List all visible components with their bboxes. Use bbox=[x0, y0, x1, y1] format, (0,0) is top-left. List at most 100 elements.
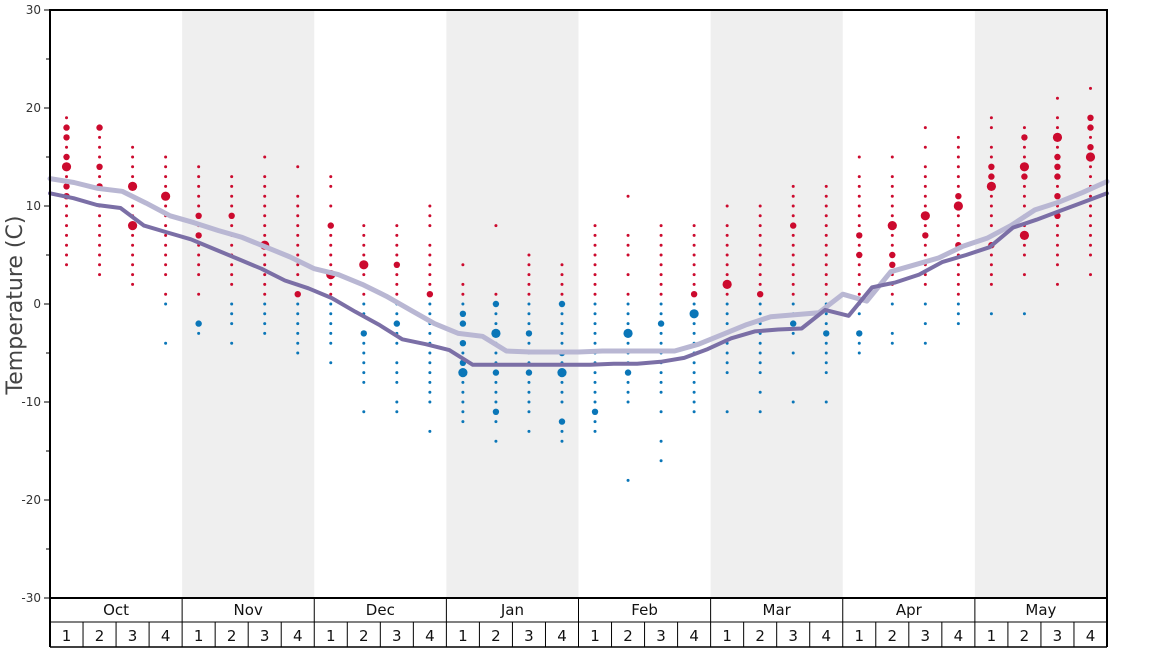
data-point bbox=[263, 331, 267, 335]
data-point bbox=[98, 194, 102, 198]
data-point bbox=[494, 420, 498, 424]
data-point bbox=[659, 224, 663, 228]
data-point bbox=[890, 194, 894, 198]
data-point bbox=[329, 312, 333, 316]
data-point bbox=[856, 330, 863, 337]
data-point bbox=[923, 224, 927, 228]
data-point bbox=[558, 300, 566, 308]
data-point bbox=[230, 175, 234, 179]
data-point bbox=[758, 410, 762, 414]
data-point bbox=[61, 162, 72, 172]
data-point bbox=[857, 175, 861, 179]
week-label: 2 bbox=[95, 627, 105, 645]
data-point bbox=[492, 408, 500, 415]
data-point bbox=[296, 302, 300, 306]
data-point bbox=[890, 233, 894, 237]
data-point bbox=[329, 361, 333, 365]
data-point bbox=[923, 194, 927, 198]
data-point bbox=[230, 194, 234, 198]
data-point bbox=[659, 253, 663, 257]
data-point bbox=[725, 322, 729, 326]
data-point bbox=[923, 126, 927, 130]
data-point bbox=[329, 282, 333, 286]
week-label: 2 bbox=[359, 627, 369, 645]
data-point bbox=[725, 410, 729, 414]
data-point bbox=[989, 282, 993, 286]
data-point bbox=[758, 390, 762, 394]
data-point bbox=[527, 380, 531, 384]
data-point bbox=[791, 351, 795, 355]
data-point bbox=[65, 253, 69, 257]
data-point bbox=[428, 371, 432, 375]
month-label: Dec bbox=[366, 601, 395, 619]
data-point bbox=[758, 243, 762, 247]
week-label: 1 bbox=[987, 627, 997, 645]
data-point bbox=[362, 371, 366, 375]
lower-trend-line bbox=[48, 191, 1109, 367]
data-point bbox=[690, 291, 698, 298]
data-point bbox=[164, 233, 168, 237]
data-point bbox=[263, 194, 267, 198]
data-point bbox=[494, 439, 498, 443]
data-point bbox=[527, 312, 531, 316]
data-point bbox=[593, 380, 597, 384]
data-point bbox=[956, 155, 960, 159]
week-label: 4 bbox=[293, 627, 303, 645]
data-point bbox=[791, 400, 795, 404]
data-point bbox=[692, 282, 696, 286]
data-point bbox=[1088, 86, 1092, 90]
data-point bbox=[459, 340, 467, 347]
data-point bbox=[692, 253, 696, 257]
data-point bbox=[96, 163, 103, 170]
data-point bbox=[890, 292, 894, 296]
data-point bbox=[659, 439, 663, 443]
data-point bbox=[1052, 132, 1063, 142]
data-point bbox=[230, 224, 234, 228]
data-point bbox=[692, 400, 696, 404]
data-point bbox=[758, 282, 762, 286]
data-point bbox=[197, 331, 201, 335]
data-point bbox=[626, 322, 630, 326]
data-point bbox=[560, 273, 564, 277]
data-point bbox=[98, 273, 102, 277]
data-point bbox=[593, 331, 597, 335]
data-point bbox=[494, 322, 498, 326]
data-point bbox=[494, 400, 498, 404]
data-point bbox=[329, 253, 333, 257]
data-point bbox=[164, 341, 168, 345]
data-point bbox=[296, 322, 300, 326]
data-point bbox=[956, 322, 960, 326]
data-point bbox=[494, 224, 498, 228]
data-point bbox=[359, 260, 369, 270]
data-point bbox=[131, 243, 135, 247]
data-point bbox=[98, 224, 102, 228]
data-point bbox=[659, 331, 663, 335]
data-point bbox=[461, 410, 465, 414]
data-point bbox=[956, 165, 960, 169]
data-point bbox=[65, 233, 69, 237]
data-point bbox=[1022, 312, 1026, 316]
data-point bbox=[890, 155, 894, 159]
data-point bbox=[725, 243, 729, 247]
data-point bbox=[824, 233, 828, 237]
data-point bbox=[360, 330, 367, 337]
data-point bbox=[1022, 243, 1026, 247]
data-point bbox=[98, 155, 102, 159]
data-point bbox=[195, 212, 202, 219]
data-point bbox=[1022, 273, 1026, 277]
data-point bbox=[362, 361, 366, 365]
data-point bbox=[65, 243, 69, 247]
data-point bbox=[887, 221, 897, 231]
data-point bbox=[824, 371, 828, 375]
data-point bbox=[1088, 135, 1092, 139]
data-point bbox=[824, 194, 828, 198]
data-point bbox=[296, 204, 300, 208]
week-label: 1 bbox=[458, 627, 468, 645]
data-point bbox=[857, 204, 861, 208]
data-point bbox=[1055, 253, 1059, 257]
data-point bbox=[131, 282, 135, 286]
data-point bbox=[428, 302, 432, 306]
data-point bbox=[790, 320, 797, 327]
data-point bbox=[1054, 193, 1061, 200]
data-point bbox=[296, 214, 300, 218]
